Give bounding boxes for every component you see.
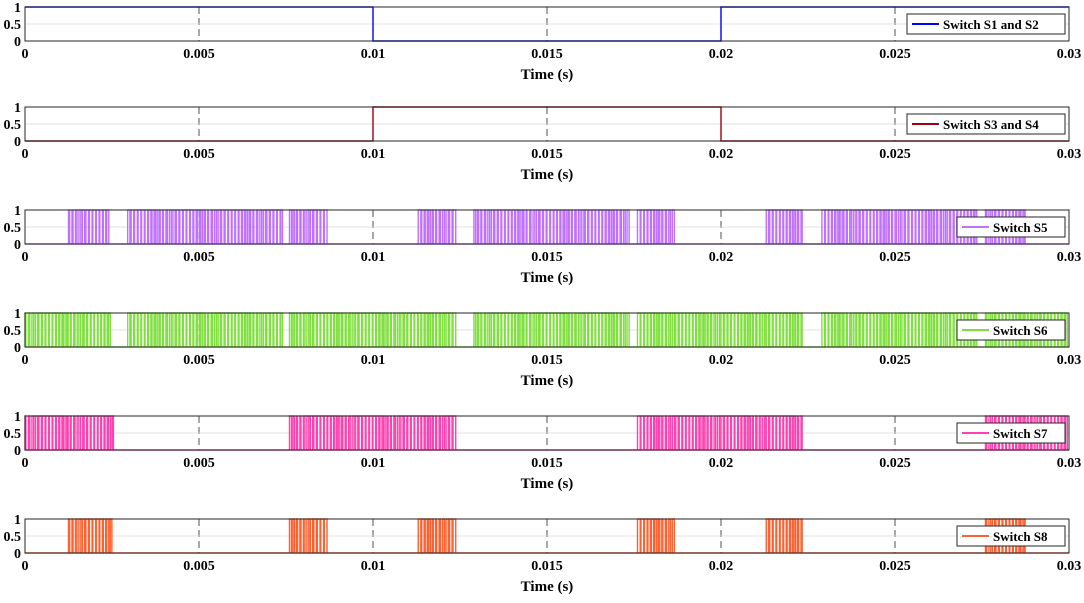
x-tick-label: 0.02 — [709, 456, 734, 471]
x-tick-label: 0.025 — [879, 147, 911, 162]
y-tick-label: 0.5 — [4, 18, 22, 33]
x-tick-label: 0.03 — [1057, 353, 1082, 368]
x-tick-label: 0.005 — [183, 47, 215, 62]
x-tick-label: 0.005 — [183, 353, 215, 368]
axes-frame — [24, 415, 1070, 451]
y-tick-label: 1 — [14, 1, 21, 16]
legend-box — [956, 319, 1066, 341]
x-tick-label: 0.02 — [709, 250, 734, 265]
y-tick-label: 0.5 — [4, 118, 22, 133]
axes-frame — [24, 106, 1070, 142]
x-tick-label: 0.01 — [361, 147, 386, 162]
y-tick-label: 0.5 — [4, 324, 22, 339]
legend-label: Switch S1 and S2 — [943, 17, 1039, 32]
y-tick-label: 0.5 — [4, 221, 22, 236]
legend: Switch S7 — [956, 422, 1066, 444]
x-tick-label: 0.015 — [531, 559, 563, 574]
x-tick-label: 0.025 — [879, 559, 911, 574]
legend-label: Switch S6 — [993, 323, 1048, 338]
x-tick-label: 0.03 — [1057, 250, 1082, 265]
legend: Switch S6 — [956, 319, 1066, 341]
x-tick-label: 0.025 — [879, 47, 911, 62]
y-tick-label: 0 — [14, 35, 21, 50]
x-axis-title: Time (s) — [521, 270, 574, 286]
x-tick-label: 0.005 — [183, 250, 215, 265]
y-tick-label: 0.5 — [4, 427, 22, 442]
legend: Switch S1 and S2 — [906, 13, 1066, 35]
x-tick-label: 0.02 — [709, 559, 734, 574]
x-axis-title: Time (s) — [521, 373, 574, 389]
x-tick-label: 0.025 — [879, 456, 911, 471]
x-tick-label: 0.025 — [879, 250, 911, 265]
x-tick-label: 0.02 — [709, 147, 734, 162]
x-tick-label: 0.025 — [879, 353, 911, 368]
x-tick-label: 0 — [22, 147, 29, 162]
y-tick-label: 0 — [14, 238, 21, 253]
y-tick-label: 1 — [14, 410, 21, 425]
x-axis-title: Time (s) — [521, 67, 574, 83]
legend-label: Switch S3 and S4 — [943, 117, 1039, 132]
x-tick-label: 0.015 — [531, 456, 563, 471]
x-axis-title: Time (s) — [521, 167, 574, 183]
y-tick-label: 0 — [14, 341, 21, 356]
legend: Switch S5 — [956, 216, 1066, 238]
legend-label: Switch S5 — [993, 220, 1048, 235]
y-tick-label: 1 — [14, 204, 21, 219]
legend-box — [956, 216, 1066, 238]
x-tick-label: 0.005 — [183, 456, 215, 471]
x-tick-label: 0.03 — [1057, 456, 1082, 471]
legend-box — [956, 525, 1066, 547]
y-tick-label: 1 — [14, 307, 21, 322]
axes-frame — [24, 209, 1070, 245]
axes-frame — [24, 6, 1070, 42]
x-tick-label: 0 — [22, 47, 29, 62]
x-tick-label: 0.015 — [531, 353, 563, 368]
x-tick-label: 0.02 — [709, 47, 734, 62]
x-tick-label: 0.005 — [183, 559, 215, 574]
x-tick-label: 0.01 — [361, 47, 386, 62]
x-tick-label: 0.02 — [709, 353, 734, 368]
x-axis-title: Time (s) — [521, 476, 574, 492]
x-tick-label: 0.015 — [531, 147, 563, 162]
legend-box — [956, 422, 1066, 444]
legend-box — [906, 113, 1066, 135]
y-tick-label: 0.5 — [4, 530, 22, 545]
legend: Switch S3 and S4 — [906, 113, 1066, 135]
x-tick-label: 0.03 — [1057, 559, 1082, 574]
legend-label: Switch S7 — [993, 426, 1048, 441]
x-tick-label: 0.03 — [1057, 147, 1082, 162]
x-tick-label: 0.01 — [361, 456, 386, 471]
x-tick-label: 0 — [22, 353, 29, 368]
axes-frame — [24, 312, 1070, 348]
y-tick-label: 0 — [14, 444, 21, 459]
x-tick-label: 0 — [22, 559, 29, 574]
legend: Switch S8 — [956, 525, 1066, 547]
y-tick-label: 0 — [14, 135, 21, 150]
x-tick-label: 0.01 — [361, 250, 386, 265]
legend-label: Switch S8 — [993, 529, 1048, 544]
legend-box — [906, 13, 1066, 35]
y-tick-label: 1 — [14, 513, 21, 528]
x-tick-label: 0.03 — [1057, 47, 1082, 62]
x-tick-label: 0 — [22, 456, 29, 471]
x-tick-label: 0.01 — [361, 559, 386, 574]
axes-frame — [24, 518, 1070, 554]
x-tick-label: 0.01 — [361, 353, 386, 368]
x-tick-label: 0.015 — [531, 47, 563, 62]
x-tick-label: 0.015 — [531, 250, 563, 265]
x-axis-title: Time (s) — [521, 579, 574, 595]
y-tick-label: 0 — [14, 547, 21, 562]
x-tick-label: 0.005 — [183, 147, 215, 162]
x-tick-label: 0 — [22, 250, 29, 265]
y-tick-label: 1 — [14, 101, 21, 116]
